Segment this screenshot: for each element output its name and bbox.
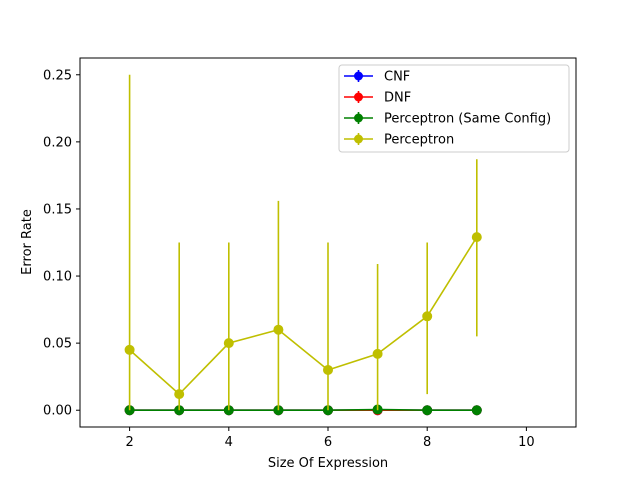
y-tick-label: 0.20 bbox=[43, 135, 72, 150]
x-tick-label: 10 bbox=[518, 435, 535, 450]
series-line bbox=[129, 408, 477, 412]
x-tick-label: 6 bbox=[324, 435, 332, 450]
legend-box bbox=[338, 64, 570, 153]
y-tick-label: 0.15 bbox=[43, 202, 72, 217]
data-point bbox=[422, 311, 433, 322]
data-point bbox=[174, 389, 185, 400]
x-tick-label: 4 bbox=[225, 435, 233, 450]
x-tick-label: 8 bbox=[423, 435, 431, 450]
series-3 bbox=[124, 74, 482, 411]
legend-label: DNF bbox=[384, 91, 411, 106]
legend-marker bbox=[354, 113, 363, 123]
data-point bbox=[422, 405, 433, 416]
data-point bbox=[471, 232, 482, 243]
y-tick-label: 0.05 bbox=[43, 337, 72, 352]
legend-label: CNF bbox=[384, 70, 410, 85]
data-point bbox=[471, 405, 482, 416]
legend-label: Perceptron bbox=[384, 133, 454, 148]
y-tick-label: 0.00 bbox=[43, 404, 72, 419]
data-point bbox=[323, 364, 333, 375]
legend-label: Perceptron (Same Config) bbox=[384, 112, 551, 127]
x-tick-label: 2 bbox=[125, 435, 133, 450]
legend-marker bbox=[354, 92, 363, 102]
data-point bbox=[223, 338, 234, 349]
x-axis-label: Size Of Expression bbox=[268, 456, 388, 471]
data-point bbox=[372, 348, 383, 359]
x-axis: 2 4 6 8 10 bbox=[125, 427, 535, 450]
legend-marker bbox=[354, 71, 363, 81]
series-line bbox=[129, 236, 478, 396]
series-layer bbox=[124, 74, 482, 416]
data-point bbox=[124, 344, 135, 355]
series-2 bbox=[124, 404, 482, 416]
legend: CNF DNF Perceptron (Same Config) Perceptron bbox=[338, 64, 570, 153]
y-axis-label: Error Rate bbox=[20, 209, 35, 275]
y-tick-label: 0.10 bbox=[43, 270, 72, 285]
data-point bbox=[273, 324, 284, 335]
legend-marker bbox=[354, 134, 363, 144]
y-axis: 0.00 0.05 0.10 0.15 0.20 0.25 bbox=[43, 68, 80, 419]
y-tick-label: 0.25 bbox=[43, 68, 72, 83]
